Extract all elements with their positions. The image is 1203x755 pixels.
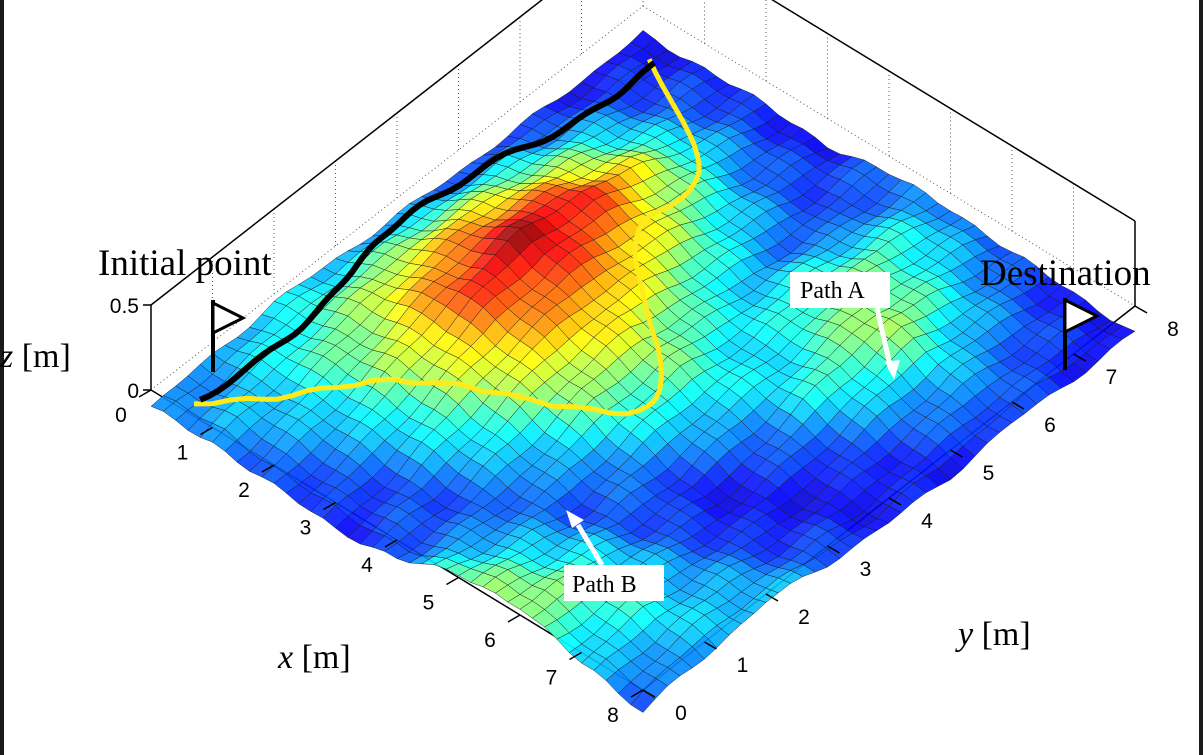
z-tick-label: 0.5 [110, 295, 139, 318]
surface-patch [630, 690, 656, 713]
x-tick-mark [261, 464, 275, 473]
tick-labels: 0 1 2 3 4 5 6 7 8 0 1 2 3 4 5 6 7 8 0 0.5 [110, 295, 1179, 727]
x-tick-label: 2 [238, 479, 250, 502]
y-tick-mark [827, 545, 840, 554]
y-tick-mark [888, 497, 902, 506]
y-axis-label: y [m] [955, 616, 1031, 653]
terrain-surface [150, 30, 1136, 713]
path-b-line [193, 58, 702, 417]
x-tick-label: 4 [361, 554, 373, 577]
x-tick-label: 7 [546, 667, 558, 690]
left-frame-edge [0, 0, 4, 755]
start-flag-icon [211, 300, 247, 372]
x-tick-label: 1 [177, 442, 189, 465]
y-tick-label: 6 [1044, 414, 1056, 437]
z-tick-label: 0 [127, 380, 139, 403]
path-a-callout: Path A [790, 272, 900, 380]
destination-label: Destination [980, 253, 1151, 294]
x-axis-label: x [m] [277, 639, 351, 676]
y-tick-label: 1 [737, 654, 749, 677]
y-tick-label: 5 [983, 462, 995, 485]
path-b-arrow-icon [566, 510, 584, 528]
x-tick-label: 3 [300, 517, 312, 540]
x-tick-mark [384, 539, 398, 548]
y-tick-mark [1011, 401, 1025, 410]
x-tick-mark [200, 426, 213, 436]
x-tick-label: 5 [423, 592, 435, 615]
path-b-label: Path B [572, 572, 637, 598]
x-tick-label: 0 [115, 404, 127, 427]
initial-point-label: Initial point [98, 243, 272, 284]
y-tick-label: 4 [921, 510, 933, 533]
x-tick-mark [507, 614, 521, 623]
path-a-arrow-icon [885, 360, 900, 380]
y-tick-label: 3 [860, 558, 872, 581]
path-a-line [198, 60, 657, 403]
y-tick-label: 0 [675, 702, 687, 725]
x-tick-mark [138, 389, 152, 398]
x-tick-mark [569, 651, 582, 661]
path-b-callout: Path B [564, 510, 664, 601]
y-tick-mark [950, 449, 963, 458]
x-tick-mark [323, 501, 336, 511]
destination-flag-icon [1063, 297, 1101, 370]
y-tick-mark [765, 593, 779, 602]
y-tick-mark [642, 689, 656, 698]
y-tick-mark [1134, 305, 1148, 314]
x-tick-label: 8 [607, 704, 619, 727]
y-tick-mark [704, 641, 717, 650]
y-tick-label: 2 [798, 606, 810, 629]
paths [193, 58, 702, 417]
y-tick-label: 7 [1106, 366, 1118, 389]
right-frame-edge [1199, 0, 1203, 755]
y-tick-label: 8 [1167, 318, 1179, 341]
x-tick-mark [630, 689, 644, 698]
path-a-label: Path A [800, 278, 865, 304]
z-axis-label: z [m] [0, 338, 71, 375]
y-tick-mark [1073, 353, 1086, 362]
x-tick-mark [446, 576, 459, 586]
x-tick-label: 6 [484, 629, 496, 652]
